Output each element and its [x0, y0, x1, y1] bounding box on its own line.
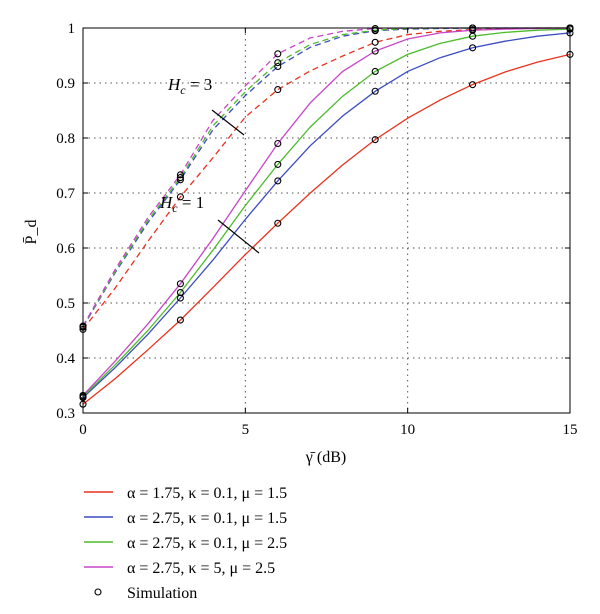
- simulation-point: [371, 136, 379, 144]
- simulation-point: [469, 81, 477, 89]
- y-tick-label: 0.9: [56, 76, 75, 92]
- legend-label: α = 2.75, κ = 0.1, μ = 2.5: [127, 535, 287, 552]
- simulation-point: [176, 280, 184, 288]
- annotation-pointer: [217, 219, 260, 254]
- y-tick-label: 0.8: [56, 131, 75, 147]
- series-line-hc1-1: [82, 53, 571, 405]
- simulation-point: [176, 171, 184, 179]
- series-line-hc1-2: [82, 32, 571, 399]
- simulation-point: [469, 44, 477, 52]
- series-line-hc3-3: [82, 27, 570, 327]
- x-tick-label: 0: [79, 422, 87, 438]
- simulation-point: [371, 47, 379, 55]
- y-tick-label: 1: [68, 21, 76, 37]
- y-axis-label: P̄_d: [23, 220, 40, 245]
- annotations: Hc = 3 Hc = 1: [159, 75, 260, 254]
- annotation-pointer: [211, 109, 245, 136]
- simulation-point: [274, 160, 282, 168]
- simulation-point: [469, 26, 477, 34]
- grid-lines: [83, 28, 570, 413]
- y-tick-label: 0.4: [56, 351, 75, 367]
- series-line-hc1-3: [82, 28, 571, 397]
- y-tick-label: 0.7: [56, 186, 75, 202]
- series-line-hc1-4: [82, 27, 571, 396]
- simulation-point: [274, 177, 282, 185]
- simulation-point: [274, 86, 282, 94]
- legend-label: α = 2.75, κ = 0.1, μ = 1.5: [127, 510, 287, 527]
- y-tick-label: 0.6: [56, 241, 75, 257]
- simulation-point: [274, 139, 282, 148]
- legend-label-simulation: Simulation: [127, 585, 197, 602]
- simulation-point: [176, 193, 184, 201]
- simulation-point: [371, 67, 379, 75]
- legend-label: α = 2.75, κ = 5, μ = 2.5: [127, 560, 275, 577]
- simulation-point: [371, 38, 379, 46]
- series-lines: [82, 27, 571, 405]
- simulation-point: [176, 176, 184, 184]
- x-tick-label: 10: [400, 422, 415, 438]
- axis-ticks: 0 5 10 15 0.3 0.4 0.5 0.6 0.7 0.8 0.9 1: [56, 21, 577, 438]
- x-tick-label: 5: [242, 422, 250, 438]
- simulation-markers: [79, 24, 574, 408]
- simulation-point: [274, 62, 282, 71]
- simulation-point: [176, 316, 184, 324]
- simulation-point: [274, 50, 282, 58]
- x-tick-label: 15: [563, 422, 578, 438]
- annotation-label: Hc = 3: [167, 75, 212, 97]
- series-line-hc3-2: [82, 27, 570, 328]
- series-line-hc3-4: [82, 27, 570, 327]
- legend-simulation-marker: [94, 588, 102, 596]
- simulation-point: [371, 87, 379, 95]
- simulation-point: [176, 174, 184, 182]
- simulation-point: [371, 24, 379, 33]
- y-tick-label: 0.5: [56, 296, 75, 312]
- annotation-label: Hc = 1: [159, 193, 204, 215]
- y-tick-label: 0.3: [56, 406, 75, 422]
- legend-label: α = 1.75, κ = 0.1, μ = 1.5: [127, 485, 287, 502]
- plot-frame: [82, 27, 571, 414]
- x-axis-label: γ̄ (dB): [305, 449, 346, 466]
- simulation-point: [176, 288, 184, 297]
- simulation-point: [274, 219, 282, 227]
- legend: α = 1.75, κ = 0.1, μ = 1.5 α = 2.75, κ = …: [84, 485, 287, 602]
- simulation-point: [274, 59, 282, 67]
